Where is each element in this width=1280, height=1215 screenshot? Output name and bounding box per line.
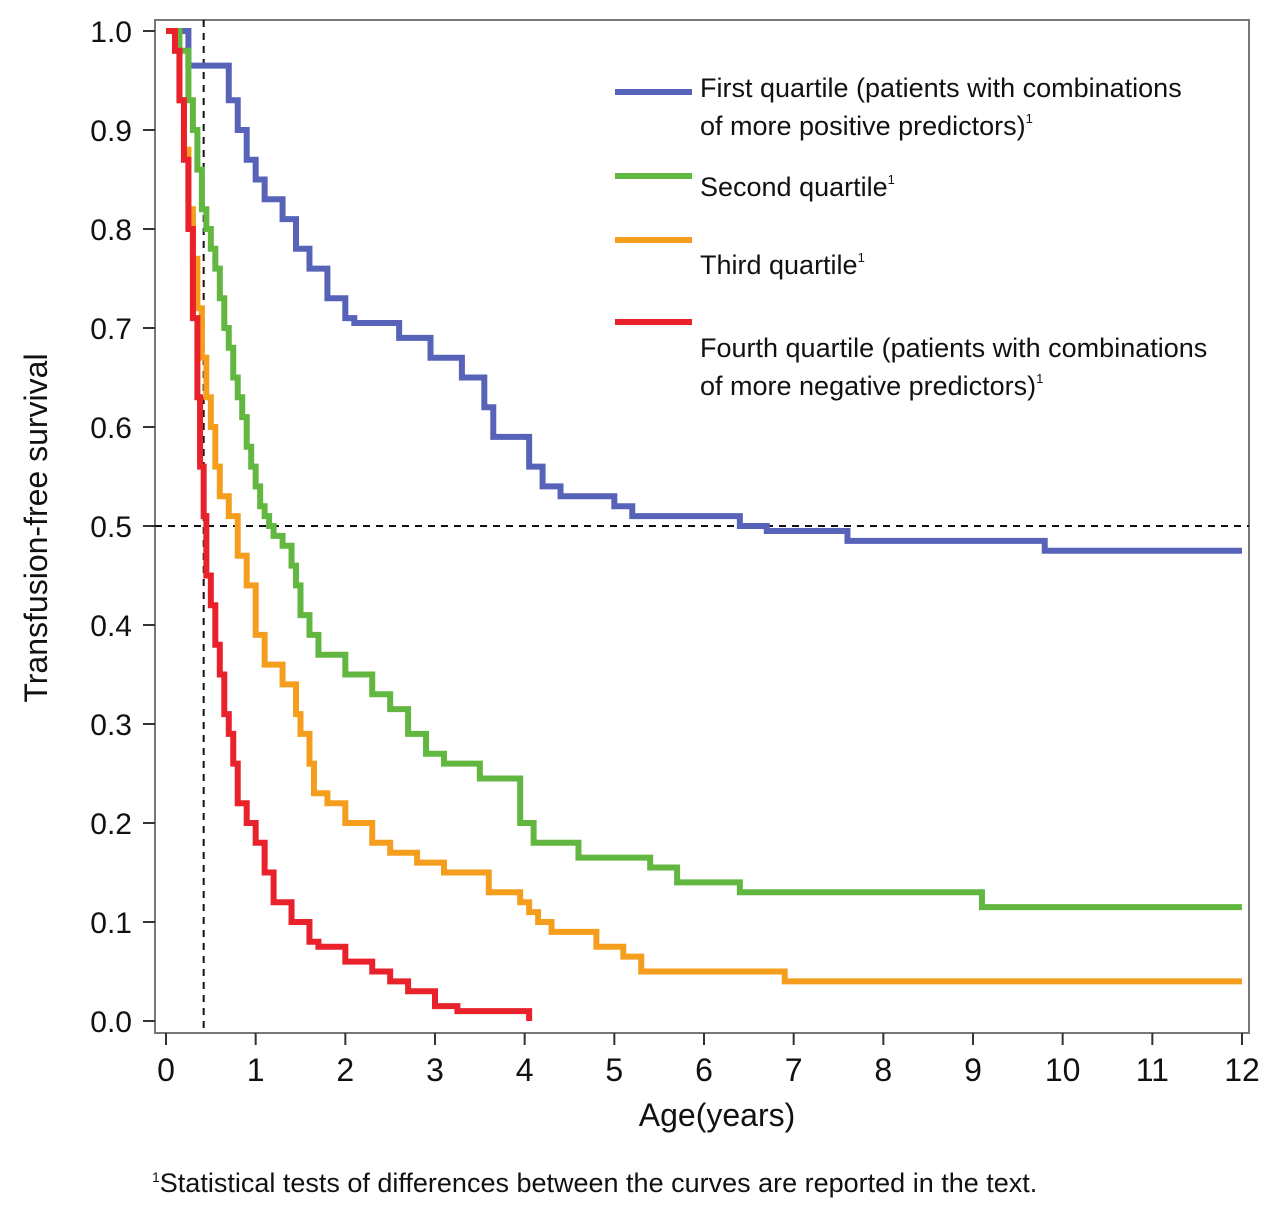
y-tick-label: 0.0 [90, 1006, 132, 1039]
x-tick-label: 0 [157, 1052, 175, 1088]
y-tick-label: 1.0 [90, 16, 132, 49]
legend-label-1: First quartile (patients with combinatio… [700, 73, 1182, 103]
y-tick-label: 0.9 [90, 115, 132, 148]
y-tick-label: 0.7 [90, 313, 132, 346]
x-tick-label: 4 [516, 1052, 534, 1088]
series-group [166, 28, 1242, 1021]
series-line-3 [166, 28, 1242, 985]
reference-lines [155, 20, 1249, 1033]
legend: First quartile (patients with combinatio… [615, 73, 1207, 401]
x-tick-label: 3 [426, 1052, 444, 1088]
legend-label-4: Fourth quartile (patients with combinati… [700, 333, 1207, 363]
x-tick-label: 8 [874, 1052, 892, 1088]
legend-footnote-marker: 1 [1026, 111, 1033, 126]
legend-label-3: Third quartile1 [700, 250, 865, 280]
y-tick-label: 0.4 [90, 610, 132, 643]
x-tick-label: 7 [785, 1052, 803, 1088]
footnote: 1Statistical tests of differences betwee… [152, 1168, 1037, 1199]
legend-label-4: of more negative predictors)1 [700, 371, 1043, 401]
legend-label-1: of more positive predictors)1 [700, 111, 1033, 141]
x-tick-label: 1 [247, 1052, 265, 1088]
footnote-text: Statistical tests of differences between… [159, 1168, 1038, 1198]
series-line-1 [166, 28, 1242, 554]
y-tick-label: 0.1 [90, 907, 132, 940]
x-tick-label: 9 [964, 1052, 982, 1088]
legend-label-2: Second quartile1 [700, 172, 895, 202]
y-tick-label: 0.8 [90, 214, 132, 247]
y-axis-label: Transfusion-free survival [18, 353, 54, 702]
series-line-2 [166, 28, 1242, 911]
legend-footnote-marker: 1 [1036, 371, 1043, 386]
x-tick-label: 5 [605, 1052, 623, 1088]
legend-footnote-marker: 1 [888, 172, 895, 187]
x-tick-label: 2 [336, 1052, 354, 1088]
y-tick-label: 0.2 [90, 808, 132, 841]
axes: 0.00.10.20.30.40.50.60.70.80.91.00 1 2 3 4 5 6… [90, 16, 1260, 1088]
footnote-marker: 1 [152, 1169, 160, 1185]
x-tick-label: 12 [1224, 1052, 1260, 1088]
x-tick-label: 11 [1136, 1052, 1169, 1088]
x-tick-label: 6 [695, 1052, 713, 1088]
y-tick-label: 0.3 [90, 709, 132, 742]
legend-footnote-marker: 1 [858, 250, 865, 265]
y-tick-label: 0.5 [90, 511, 132, 544]
series-line-4 [166, 28, 533, 1021]
x-tick-label: 10 [1045, 1052, 1081, 1088]
x-axis-label: Age(years) [639, 1097, 796, 1133]
y-tick-label: 0.6 [90, 412, 132, 445]
